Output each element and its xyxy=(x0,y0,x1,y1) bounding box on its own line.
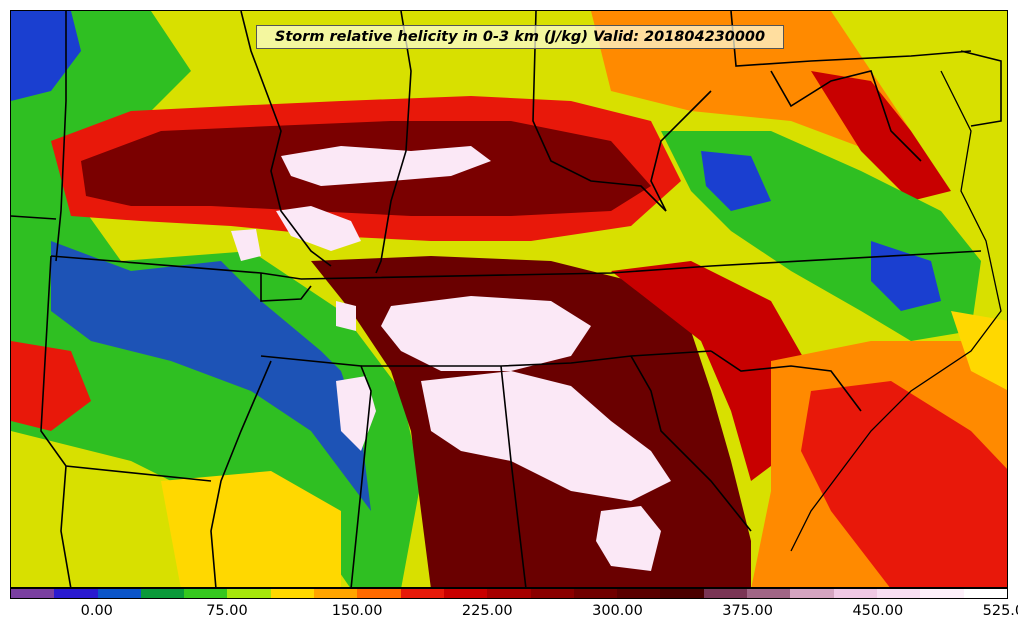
colorbar xyxy=(10,588,1008,599)
region-southeast-red xyxy=(801,381,1007,587)
colorbar-segment xyxy=(617,589,661,598)
colorbar-segment xyxy=(140,589,185,598)
core-north xyxy=(281,146,491,186)
colorbar-tick-label: 150.00 xyxy=(331,603,383,619)
colorbar-segment xyxy=(270,589,315,598)
map-panel: Storm relative helicity in 0-3 km (J/kg)… xyxy=(10,10,1008,588)
region-west-blue xyxy=(51,241,371,511)
colorbar-segment xyxy=(314,589,358,598)
colorbar-segment xyxy=(747,589,791,598)
colorbar-segment xyxy=(530,589,574,598)
core-southwest xyxy=(336,376,376,451)
region-southwest-yellow xyxy=(161,471,341,587)
coastline-east xyxy=(790,70,1002,552)
colorbar-segment xyxy=(400,589,444,598)
core-center-west xyxy=(336,301,356,331)
region-east-blue-2 xyxy=(871,241,941,311)
map-title: Storm relative helicity in 0-3 km (J/kg)… xyxy=(256,25,784,49)
colorbar-tick-label: 225.00 xyxy=(461,603,513,619)
region-northeast-red xyxy=(811,71,951,201)
colorbar-tick-label: 300.00 xyxy=(592,603,643,619)
region-southwest-orange xyxy=(11,341,91,431)
colorbar-segment xyxy=(963,589,1007,598)
colorbar-segment xyxy=(790,589,834,598)
colorbar-segment xyxy=(660,589,704,598)
region-northwest-blue xyxy=(11,11,81,101)
state-boundaries xyxy=(11,11,1002,587)
colorbar-segment xyxy=(703,589,748,598)
colorbar-segment xyxy=(184,589,228,598)
core-south xyxy=(421,371,671,501)
colorbar-segment xyxy=(97,589,141,598)
core-northwest xyxy=(276,206,361,251)
colorbar-segment xyxy=(920,589,964,598)
region-center-red-edge xyxy=(611,261,811,481)
core-southeast xyxy=(596,506,661,571)
colorbar-segment xyxy=(573,589,618,598)
colorbar-ticks: 0.00 75.00 150.00 225.00 300.00 375.00 450.00 5… xyxy=(10,601,1018,627)
colorbar-segment xyxy=(11,589,55,598)
colorbar-tick-label: 525.00 xyxy=(982,603,1018,619)
colorbar-segment xyxy=(357,589,401,598)
colorbar-segment xyxy=(487,589,531,598)
region-east-blue xyxy=(701,151,771,211)
colorbar-segment xyxy=(833,589,877,598)
colorbar-segment xyxy=(876,589,921,598)
colorbar-tick-label: 375.00 xyxy=(722,603,774,619)
colorbar-tick-label: 450.00 xyxy=(852,603,904,619)
colorbar-tick-label: 75.00 xyxy=(206,603,248,619)
region-east-yellow xyxy=(951,311,1007,390)
core-west xyxy=(231,229,261,261)
colorbar-tick-label: 0.00 xyxy=(80,603,113,619)
colorbar-segment xyxy=(54,589,98,598)
helicity-map xyxy=(11,11,1007,587)
colorbar-segment xyxy=(227,589,271,598)
core-center xyxy=(381,296,591,371)
colorbar-segment xyxy=(443,589,488,598)
